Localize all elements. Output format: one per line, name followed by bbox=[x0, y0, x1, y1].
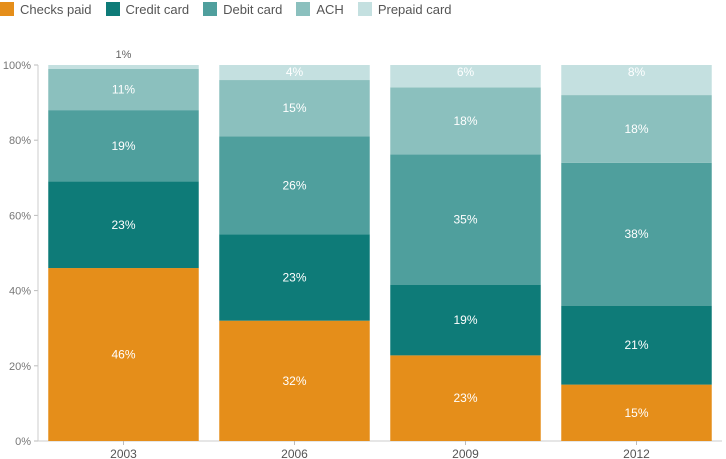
data-label: 15% bbox=[624, 406, 648, 420]
bar-segment bbox=[390, 284, 541, 356]
data-label: 18% bbox=[453, 114, 477, 128]
legend-item-prepaid-card[interactable]: Prepaid card bbox=[357, 1, 452, 17]
data-label: 19% bbox=[111, 139, 135, 153]
bar-segment bbox=[219, 320, 370, 441]
data-label: 46% bbox=[111, 348, 135, 362]
y-tick-label: 20% bbox=[9, 361, 31, 373]
bar-segment bbox=[219, 80, 370, 137]
data-label: 18% bbox=[624, 122, 648, 136]
data-label: 8% bbox=[628, 65, 646, 79]
data-label: 1% bbox=[116, 49, 132, 61]
bar-segment bbox=[219, 234, 370, 321]
data-label: 11% bbox=[112, 82, 135, 96]
y-tick-label: 60% bbox=[9, 210, 31, 222]
legend: Checks paid Credit card Debit card ACH P… bbox=[0, 0, 466, 18]
y-tick-label: 80% bbox=[9, 135, 31, 147]
x-tick-label: 2006 bbox=[281, 447, 308, 459]
y-tick-label: 100% bbox=[3, 60, 31, 72]
bar-segment bbox=[48, 268, 199, 441]
bar-segment bbox=[48, 65, 199, 69]
legend-swatch bbox=[296, 2, 311, 16]
bar-segment bbox=[561, 95, 712, 163]
x-tick-label: 2009 bbox=[452, 447, 479, 459]
legend-label: Credit card bbox=[125, 1, 190, 17]
data-label: 21% bbox=[624, 338, 648, 352]
bar-segment bbox=[219, 136, 370, 235]
y-tick-label: 40% bbox=[9, 286, 31, 298]
data-label: 23% bbox=[453, 391, 477, 405]
legend-item-checks-paid[interactable]: Checks paid bbox=[0, 2, 92, 17]
bar-segment bbox=[561, 305, 712, 385]
legend-label: Debit card bbox=[223, 1, 283, 17]
bar-segment bbox=[48, 110, 199, 182]
legend-item-ach[interactable]: ACH bbox=[296, 1, 344, 17]
legend-swatch bbox=[203, 2, 218, 16]
data-label: 32% bbox=[282, 374, 306, 388]
bar-segment bbox=[561, 384, 712, 441]
bar-segment bbox=[219, 65, 370, 81]
bar-segment bbox=[390, 65, 541, 88]
legend-item-credit-card[interactable]: Credit card bbox=[105, 1, 190, 17]
data-label: 6% bbox=[457, 65, 475, 79]
legend-label: Prepaid card bbox=[377, 1, 452, 17]
legend-item-debit-card[interactable]: Debit card bbox=[203, 2, 282, 17]
y-tick-label: 0% bbox=[15, 436, 31, 448]
bar-segment bbox=[561, 65, 712, 96]
x-tick-label: 2003 bbox=[110, 447, 137, 459]
x-tick-label: 2012 bbox=[623, 447, 650, 459]
data-label: 4% bbox=[286, 65, 304, 79]
data-label: 23% bbox=[282, 270, 306, 284]
bar-segment bbox=[48, 68, 199, 111]
legend-swatch bbox=[357, 2, 372, 16]
bar-segment bbox=[390, 154, 541, 285]
data-label: 19% bbox=[453, 313, 477, 327]
legend-label: Checks paid bbox=[20, 1, 92, 17]
data-label: 26% bbox=[282, 178, 306, 192]
legend-swatch bbox=[0, 2, 14, 16]
legend-label: ACH bbox=[316, 1, 344, 17]
bar-segment bbox=[561, 162, 712, 306]
data-label: 23% bbox=[111, 218, 135, 232]
legend-swatch bbox=[105, 2, 120, 16]
data-label: 38% bbox=[624, 227, 648, 241]
bar-segment bbox=[390, 87, 541, 155]
data-label: 15% bbox=[282, 101, 306, 115]
data-label: 35% bbox=[453, 212, 477, 226]
bar-segment bbox=[48, 181, 199, 269]
bar-segment bbox=[390, 355, 541, 441]
